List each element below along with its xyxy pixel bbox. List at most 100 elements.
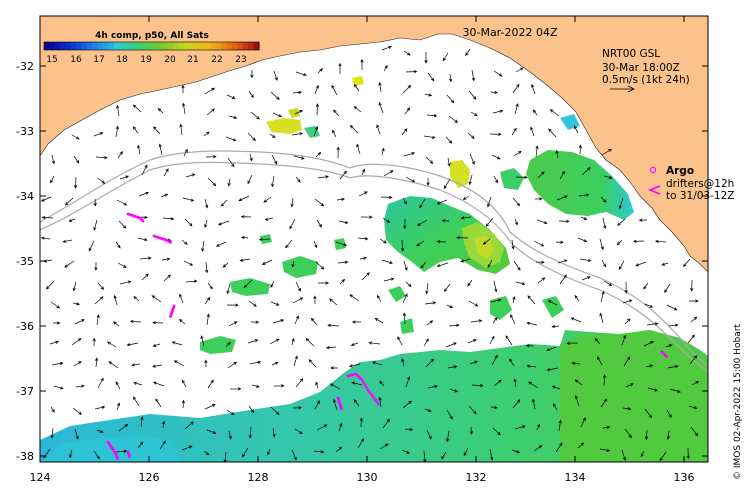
current-arrow	[485, 217, 494, 227]
current-arrow	[419, 198, 426, 209]
current-arrow	[68, 449, 73, 459]
current-arrow	[574, 294, 580, 302]
current-arrow	[270, 280, 275, 288]
current-arrow	[644, 429, 649, 441]
current-arrow	[492, 427, 501, 436]
current-arrow	[600, 398, 607, 408]
current-arrow	[577, 237, 588, 243]
current-arrow	[335, 446, 343, 453]
current-arrow	[643, 341, 655, 347]
current-arrow	[238, 195, 250, 202]
current-arrow	[460, 258, 471, 263]
current-arrow	[659, 451, 667, 462]
current-arrow	[204, 198, 209, 209]
current-arrow	[462, 195, 470, 200]
current-arrow	[527, 295, 536, 305]
current-arrow	[460, 216, 472, 220]
current-arrow	[206, 429, 217, 434]
current-arrow	[73, 361, 82, 367]
drifter-point	[375, 400, 379, 404]
current-arrow	[403, 218, 407, 230]
current-arrow	[133, 381, 143, 386]
current-arrow	[446, 430, 450, 443]
scale-arrow-head	[627, 85, 635, 93]
current-arrow	[512, 83, 520, 94]
current-arrow	[247, 339, 259, 344]
current-arrow	[618, 260, 625, 270]
current-arrow	[132, 104, 142, 113]
current-arrow	[647, 387, 658, 392]
current-arrow	[247, 132, 256, 142]
current-arrow	[618, 197, 624, 210]
current-arrow	[152, 381, 165, 387]
current-arrow	[511, 239, 515, 250]
current-arrow	[108, 361, 119, 369]
current-arrow	[133, 396, 140, 407]
current-arrow	[599, 312, 604, 324]
current-arrow	[445, 136, 453, 144]
current-arrow	[426, 114, 438, 118]
current-arrow	[338, 422, 343, 432]
current-arrow	[350, 342, 359, 346]
current-arrow	[424, 93, 433, 97]
current-arrow	[53, 321, 61, 325]
current-arrow	[405, 281, 412, 288]
current-arrow	[140, 215, 148, 219]
current-arrow	[635, 261, 647, 267]
current-arrow	[207, 177, 217, 187]
current-arrow	[152, 343, 161, 347]
current-arrow	[250, 111, 260, 120]
current-arrow	[580, 417, 586, 428]
current-arrow	[171, 341, 183, 346]
current-arrow	[383, 170, 394, 177]
current-arrow	[116, 104, 120, 117]
current-arrow	[402, 197, 407, 205]
current-arrow	[93, 198, 97, 207]
current-arrow	[317, 175, 329, 179]
current-arrow	[248, 405, 255, 414]
current-arrow	[118, 424, 129, 432]
current-arrow	[336, 197, 346, 201]
current-arrow	[204, 404, 216, 410]
drifter-point	[116, 457, 119, 460]
current-arrow	[579, 258, 592, 262]
current-arrow	[602, 217, 607, 230]
current-arrow	[203, 450, 210, 456]
current-arrow	[555, 149, 559, 159]
current-arrow	[491, 354, 498, 366]
current-arrow	[682, 258, 691, 268]
current-arrow	[335, 241, 348, 247]
current-arrow	[405, 376, 411, 388]
current-arrow	[227, 178, 231, 187]
current-legend: NRT00 GSL 30-Mar 18:00Z 0.5m/s (1kt 24h)	[602, 48, 690, 93]
current-arrow	[273, 70, 278, 81]
current-arrow	[465, 48, 471, 56]
current-arrow	[468, 300, 479, 307]
drifter-point	[365, 386, 368, 389]
current-arrow	[313, 295, 317, 305]
current-arrow	[240, 215, 252, 219]
current-arrow	[371, 361, 383, 366]
current-arrow	[53, 385, 64, 390]
current-arrow	[272, 319, 285, 324]
current-arrow	[514, 425, 526, 430]
current-arrow	[267, 448, 271, 456]
current-arrow	[546, 346, 557, 352]
current-arrow	[97, 177, 106, 185]
current-arrow	[383, 277, 395, 282]
current-arrow	[404, 107, 411, 115]
current-arrow	[381, 147, 385, 156]
current-arrow	[537, 277, 546, 284]
current-arrow	[205, 155, 217, 159]
current-arrow	[467, 279, 473, 287]
current-arrow	[185, 279, 198, 283]
current-arrow	[493, 280, 498, 293]
current-arrow	[94, 296, 104, 305]
current-arrow	[329, 383, 341, 390]
x-axis-labels: 124 126 128 130 132 134 136	[30, 471, 695, 484]
current-arrow	[95, 155, 108, 160]
current-arrow	[616, 239, 623, 246]
current-arrow	[49, 340, 60, 345]
current-arrow	[314, 84, 319, 95]
credit-label: © IMOS 02-Apr-2022 15:00 Hobart	[733, 324, 743, 480]
